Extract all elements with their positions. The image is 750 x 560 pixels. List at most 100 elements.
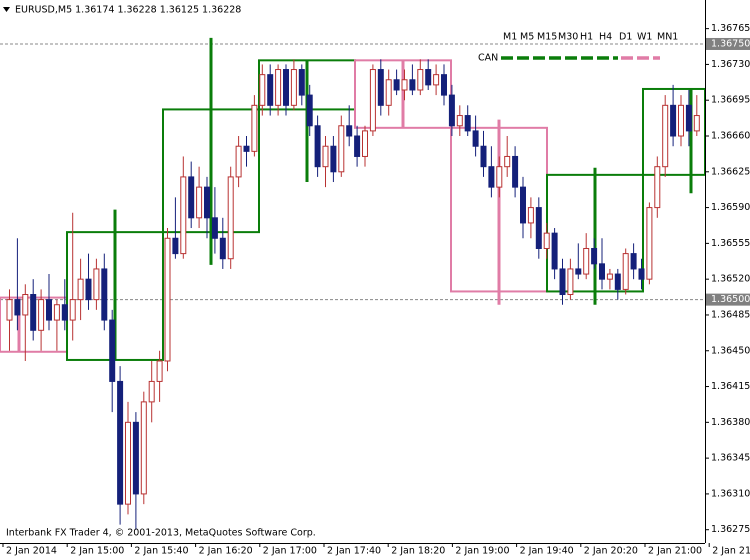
candle-body [53, 304, 60, 321]
candle-body [385, 79, 392, 106]
y-tick-label: 1.36625 [711, 166, 750, 177]
x-tick-label: 2 Jan 16:20 [199, 546, 253, 557]
candle-body [322, 145, 329, 168]
candle-body [654, 166, 661, 209]
candle-body [591, 247, 598, 265]
y-tick-label: 1.36275 [711, 524, 750, 535]
candle-body [520, 186, 526, 224]
candle-body [330, 145, 337, 173]
x-tick-label: 2 Jan 19:00 [455, 546, 509, 557]
candle-body [164, 237, 171, 362]
y-tick-label: 1.36310 [711, 488, 750, 499]
timeframe-label: H4 [599, 32, 612, 43]
candle-body [93, 268, 100, 301]
timeframe-label: M5 [520, 32, 534, 43]
candle-body [614, 273, 621, 290]
candle-body [456, 115, 463, 127]
candle-body [504, 155, 511, 168]
x-tick-label: 2 Jan 15:00 [70, 546, 124, 557]
candle-body [567, 268, 574, 296]
candle-body [678, 104, 684, 137]
candle-body [69, 299, 76, 321]
candle-body [85, 278, 92, 301]
y-tick-label: 1.36660 [711, 131, 750, 142]
y-tick-label: 1.36765 [711, 23, 750, 34]
candle-body [622, 253, 629, 290]
candle-body [638, 268, 645, 280]
timeframe-label: M15 [537, 32, 557, 43]
candle-body [425, 69, 432, 86]
level-label: 1.36500 [711, 294, 750, 305]
htf-body [642, 87, 705, 176]
candle-body [543, 232, 550, 249]
candle-body [575, 268, 582, 275]
chart-title: EURUSD,M5 1.36174 1.36228 1.36125 1.3622… [15, 5, 241, 16]
candle-body [267, 74, 274, 106]
candle-body [393, 79, 400, 91]
candle-body [290, 69, 297, 106]
candle-body [354, 135, 361, 157]
candle-body [204, 186, 210, 219]
candle-body [346, 125, 353, 137]
candle-body [117, 380, 124, 505]
candle-body [496, 166, 503, 188]
menu-triangle [3, 7, 10, 12]
x-tick-label: 2 Jan 17:00 [263, 546, 317, 557]
footer: Interbank FX Trader 4, © 2001-2013, Meta… [6, 528, 316, 539]
candle-body [14, 299, 21, 316]
candle-body [433, 74, 440, 86]
x-tick-label: 2 Jan 19:40 [520, 546, 574, 557]
htf-body [162, 108, 260, 234]
y-tick-label: 1.36485 [711, 309, 750, 320]
candle-body [670, 104, 677, 137]
y-tick-label: 1.36415 [711, 381, 750, 392]
candle-body [109, 319, 116, 382]
candle-body [448, 94, 455, 127]
plot-area [0, 37, 705, 530]
candle-body [283, 69, 289, 106]
candle-body [251, 104, 258, 152]
candle-body [125, 421, 131, 505]
y-tick-label: 1.36380 [711, 417, 750, 428]
candle-body [480, 145, 487, 168]
timeframe-label: H1 [580, 32, 593, 43]
candle-body [472, 130, 479, 147]
x-tick-label: 2 Jan 21:4 [712, 546, 750, 557]
candle-body [22, 294, 29, 316]
candle-body [188, 176, 195, 219]
x-tick-label: 2 Jan 21:00 [648, 546, 702, 557]
x-tick-label: 2 Jan 17:40 [327, 546, 381, 557]
candle-body [362, 130, 368, 157]
level-box [706, 37, 750, 50]
y-tick-label: 1.36590 [711, 202, 750, 213]
candle-body [646, 207, 653, 280]
candle-body [488, 166, 495, 188]
candle-body [409, 79, 416, 91]
candle-body [298, 69, 305, 96]
x-tick-label: 2 Jan 18:20 [391, 546, 445, 557]
candle-body [338, 125, 345, 173]
candle-body [377, 69, 384, 106]
level-box [706, 293, 750, 306]
candle-body [417, 69, 424, 91]
y-tick-label: 1.36520 [711, 274, 750, 285]
y-tick-label: 1.36555 [711, 238, 750, 249]
candle-body [38, 299, 45, 331]
candle-body [156, 360, 163, 382]
candle-body [369, 69, 376, 132]
level-label: 1.36750 [711, 38, 750, 49]
candle-body [132, 421, 139, 495]
candle-body [172, 237, 179, 255]
candle-body [219, 237, 226, 260]
candle-body [314, 125, 321, 168]
candle-body [512, 155, 519, 188]
y-tick-label: 1.36345 [711, 453, 750, 464]
candle-body [101, 268, 108, 321]
legend-label: CAN [478, 53, 498, 64]
candle-body [606, 273, 613, 280]
candle-body [46, 299, 52, 321]
candle-body [180, 176, 187, 255]
candle-body [243, 145, 250, 152]
timeframe-label: M30 [558, 32, 578, 43]
